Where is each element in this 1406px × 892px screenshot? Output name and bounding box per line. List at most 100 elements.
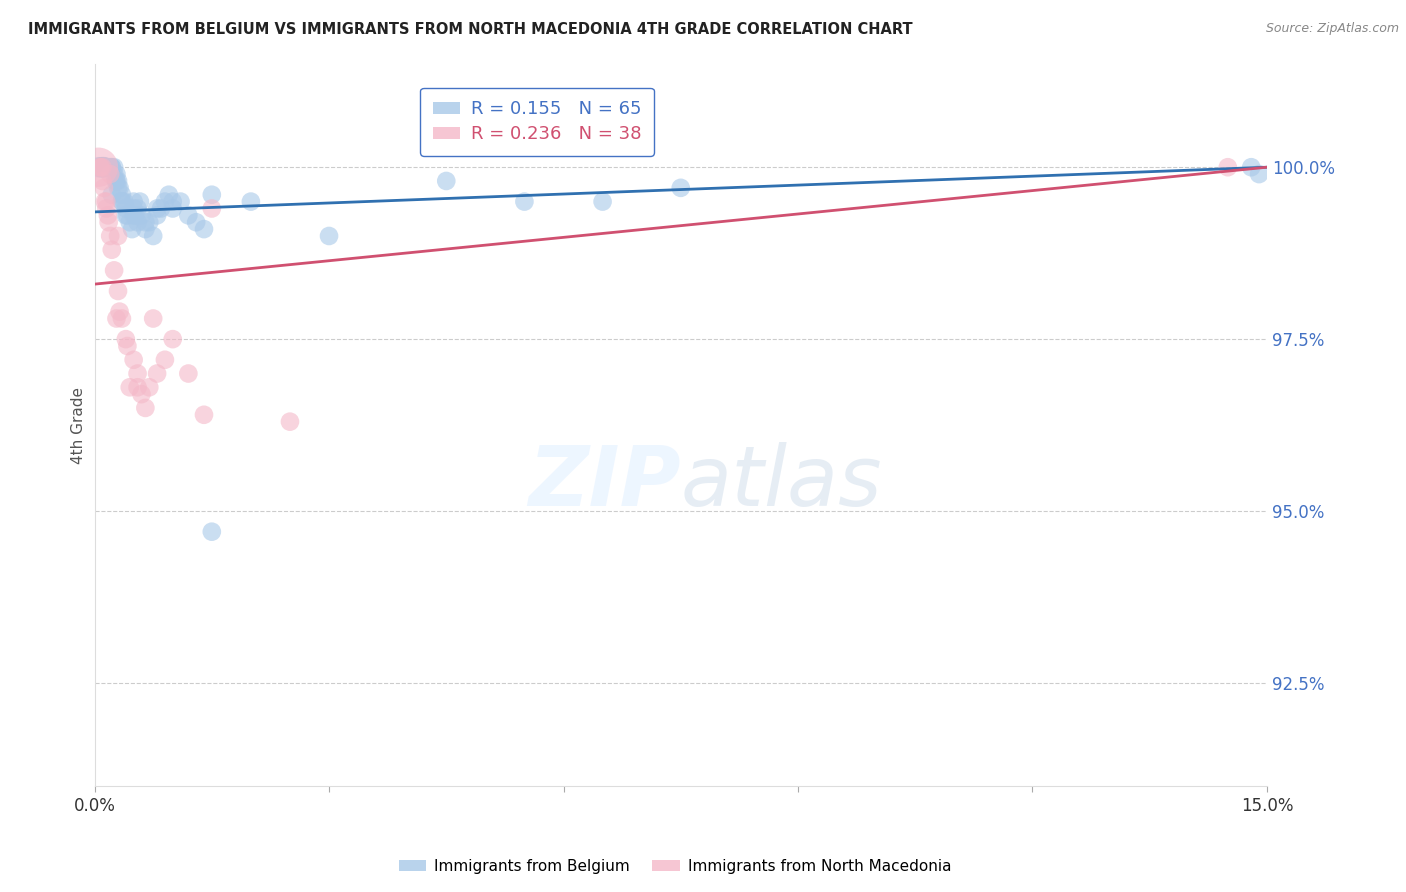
Point	[93, 194, 115, 209]
Point	[96, 194, 118, 209]
Point	[87, 160, 110, 174]
Point	[97, 160, 120, 174]
Point	[114, 202, 136, 216]
Point	[201, 202, 224, 216]
Point	[111, 311, 134, 326]
Point	[122, 352, 145, 367]
Point	[127, 202, 149, 216]
Point	[121, 222, 143, 236]
Point	[114, 332, 136, 346]
Point	[201, 524, 224, 539]
Point	[127, 215, 149, 229]
Point	[98, 229, 121, 244]
Point	[97, 160, 120, 174]
Point	[138, 380, 160, 394]
Point	[108, 304, 131, 318]
Point	[91, 160, 114, 174]
Point	[111, 187, 134, 202]
Point	[87, 160, 110, 174]
Point	[127, 380, 149, 394]
Point	[146, 208, 169, 222]
Point	[103, 160, 125, 174]
Point	[105, 174, 128, 188]
Point	[201, 187, 224, 202]
Point	[138, 215, 160, 229]
Point	[100, 187, 122, 202]
Point	[107, 284, 129, 298]
Point	[1240, 160, 1263, 174]
Point	[162, 202, 184, 216]
Point	[91, 160, 114, 174]
Point	[117, 339, 139, 353]
Point	[592, 194, 614, 209]
Point	[434, 174, 457, 188]
Point	[146, 202, 169, 216]
Point	[142, 311, 165, 326]
Point	[93, 160, 115, 174]
Point	[90, 160, 112, 174]
Point	[111, 194, 134, 209]
Point	[118, 380, 141, 394]
Point	[111, 194, 134, 209]
Point	[186, 215, 208, 229]
Point	[107, 174, 129, 188]
Point	[96, 160, 118, 174]
Point	[97, 215, 120, 229]
Point	[131, 387, 153, 401]
Point	[162, 332, 184, 346]
Point	[98, 160, 121, 174]
Point	[142, 229, 165, 244]
Point	[129, 194, 152, 209]
Point	[193, 408, 215, 422]
Point	[93, 181, 115, 195]
Point	[105, 311, 128, 326]
Point	[103, 263, 125, 277]
Point	[93, 160, 115, 174]
Point	[122, 194, 145, 209]
Point	[105, 167, 128, 181]
Point	[100, 160, 122, 174]
Point	[89, 160, 111, 174]
Point	[513, 194, 536, 209]
Point	[150, 202, 173, 216]
Point	[1216, 160, 1239, 174]
Point	[122, 208, 145, 222]
Point	[127, 367, 149, 381]
Point	[239, 194, 262, 209]
Point	[177, 367, 200, 381]
Point	[131, 208, 153, 222]
Point	[100, 243, 122, 257]
Point	[124, 208, 146, 222]
Point	[98, 160, 121, 174]
Legend: R = 0.155   N = 65, R = 0.236   N = 38: R = 0.155 N = 65, R = 0.236 N = 38	[420, 87, 654, 156]
Point	[193, 222, 215, 236]
Point	[107, 181, 129, 195]
Point	[118, 215, 141, 229]
Point	[318, 229, 340, 244]
Point	[669, 181, 692, 195]
Point	[98, 167, 121, 181]
Point	[90, 160, 112, 174]
Point	[1249, 167, 1271, 181]
Point	[162, 194, 184, 209]
Point	[146, 367, 169, 381]
Point	[114, 208, 136, 222]
Point	[112, 194, 135, 209]
Point	[153, 194, 176, 209]
Point	[134, 401, 156, 415]
Text: Source: ZipAtlas.com: Source: ZipAtlas.com	[1265, 22, 1399, 36]
Point	[91, 174, 114, 188]
Point	[96, 160, 118, 174]
Point	[107, 229, 129, 244]
Point	[91, 160, 114, 174]
Point	[134, 222, 156, 236]
Point	[122, 202, 145, 216]
Point	[104, 174, 127, 188]
Point	[278, 415, 301, 429]
Text: IMMIGRANTS FROM BELGIUM VS IMMIGRANTS FROM NORTH MACEDONIA 4TH GRADE CORRELATION: IMMIGRANTS FROM BELGIUM VS IMMIGRANTS FR…	[28, 22, 912, 37]
Legend: Immigrants from Belgium, Immigrants from North Macedonia: Immigrants from Belgium, Immigrants from…	[392, 853, 957, 880]
Text: atlas: atlas	[681, 442, 883, 524]
Point	[97, 208, 120, 222]
Point	[96, 202, 118, 216]
Point	[117, 208, 139, 222]
